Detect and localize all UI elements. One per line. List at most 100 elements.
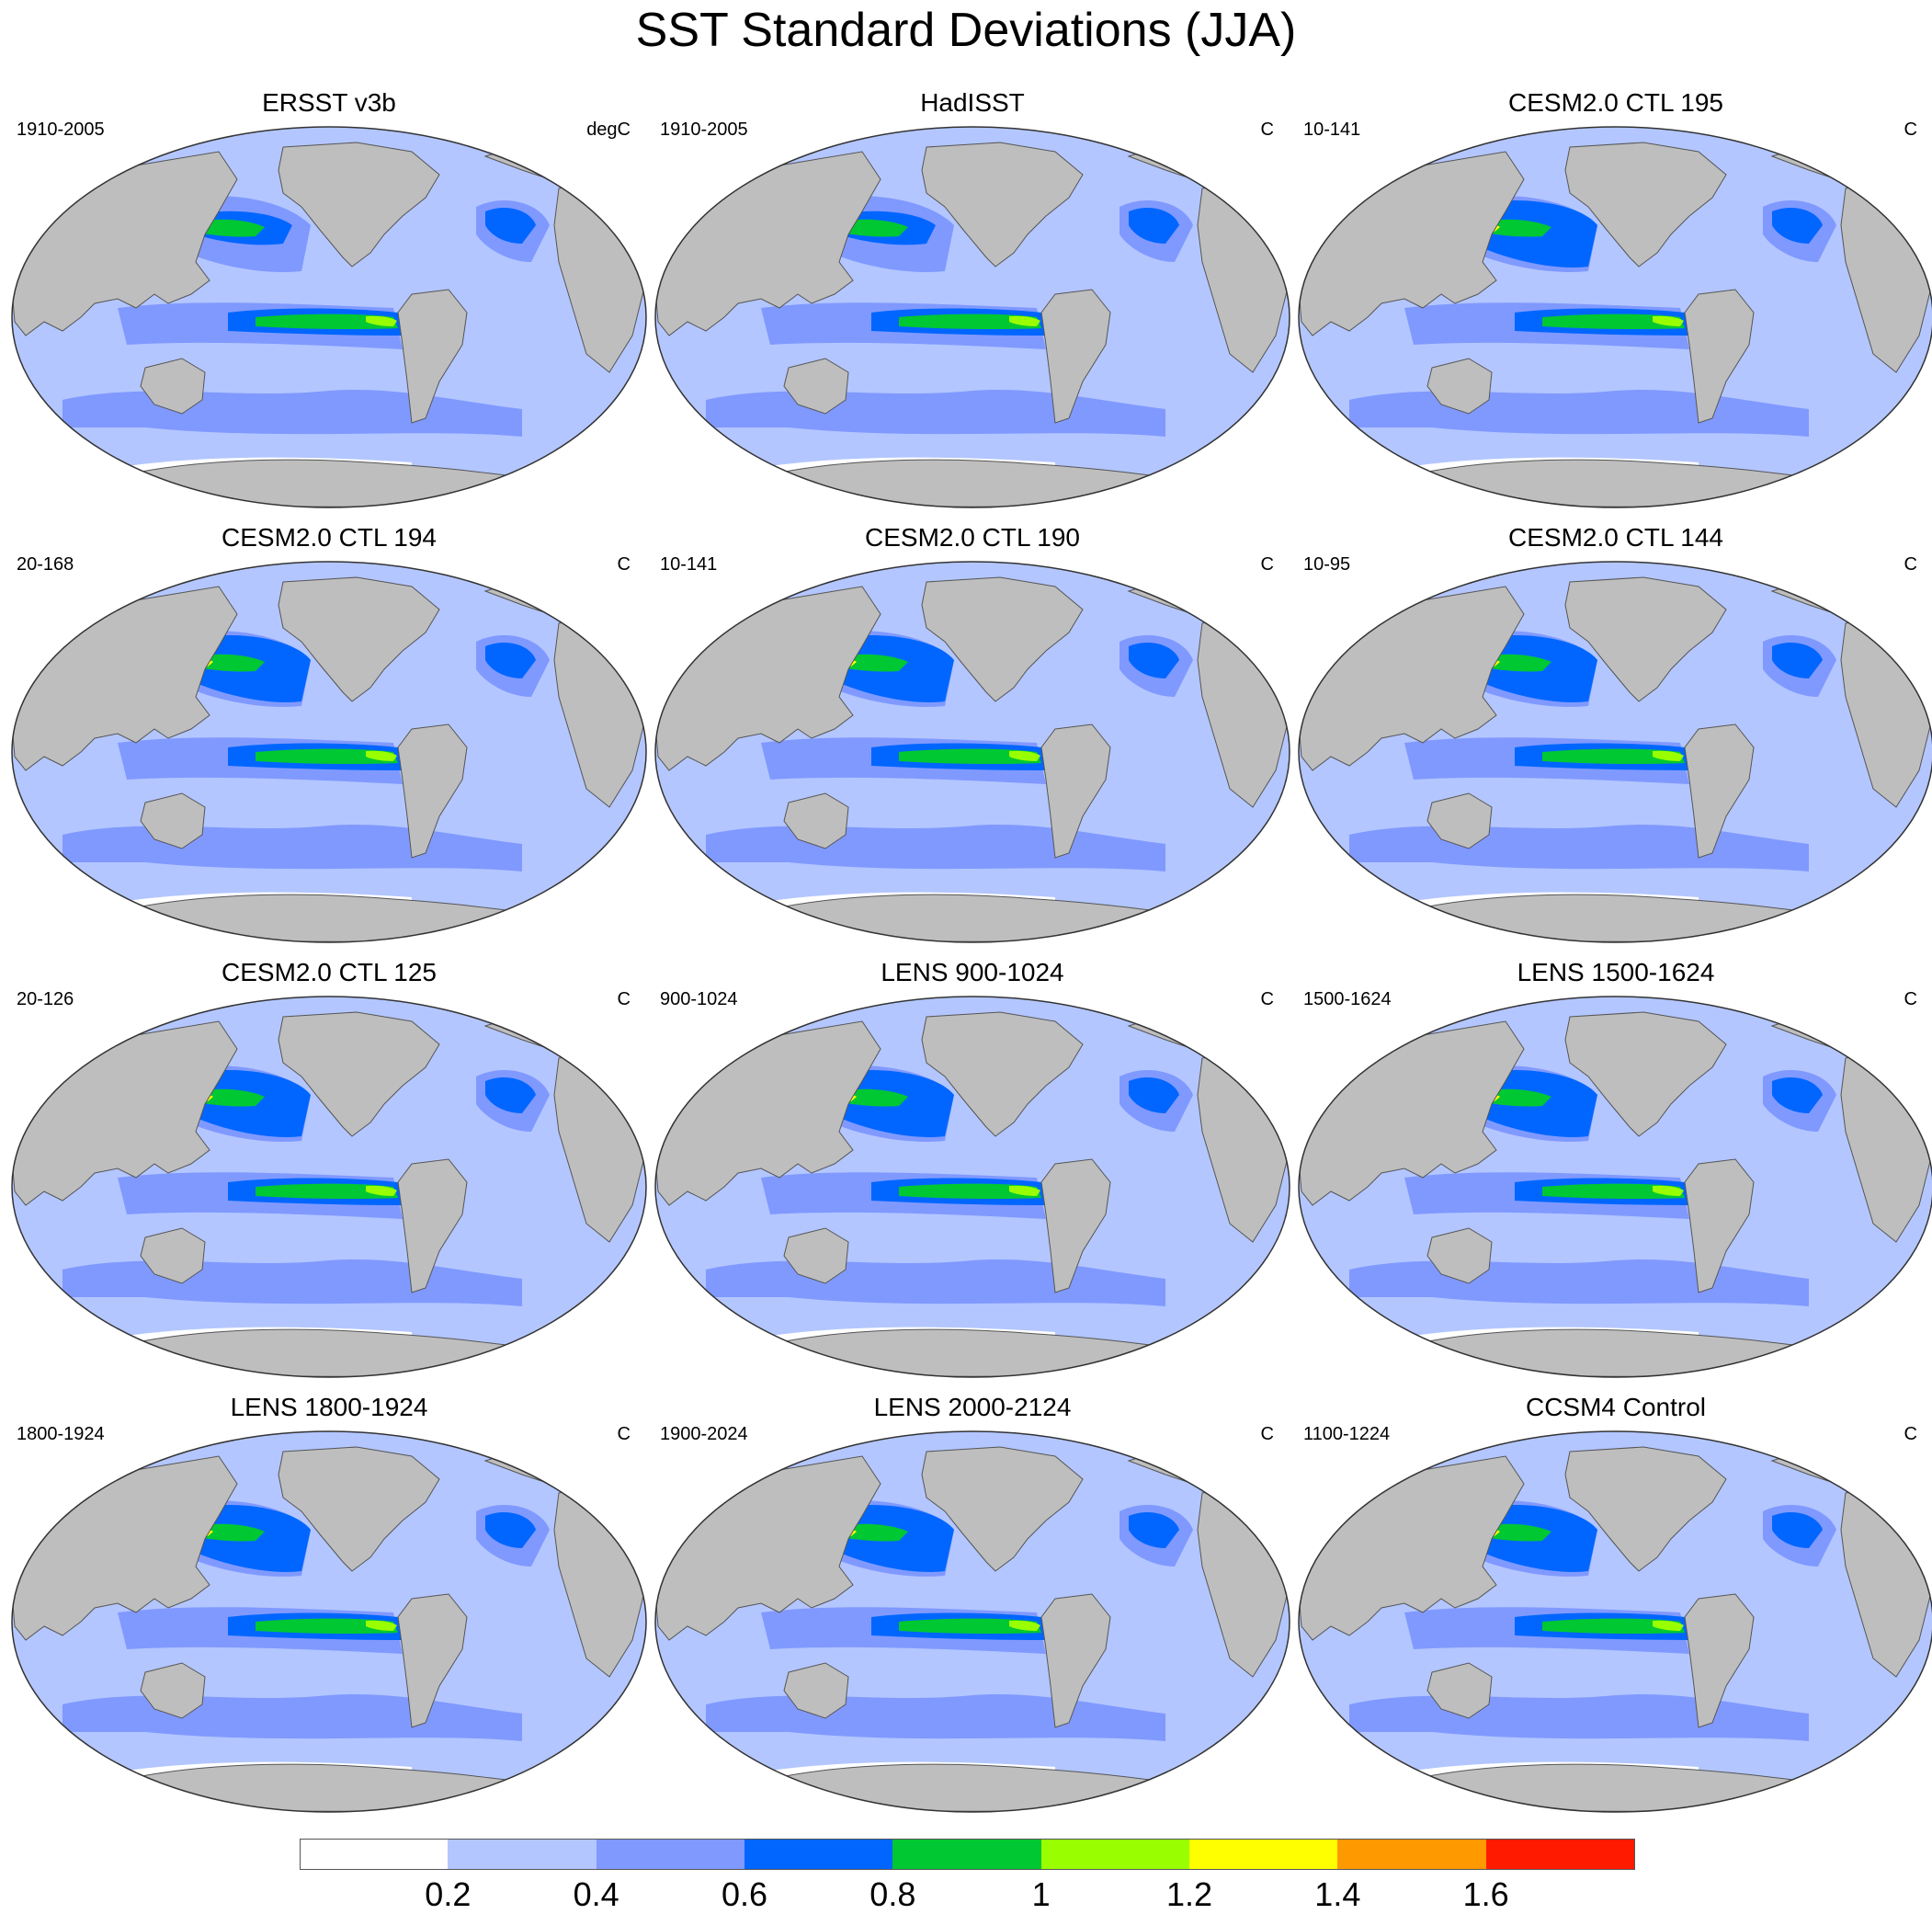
- atlantic-core: [485, 1077, 536, 1113]
- panel-units: C: [617, 989, 631, 1009]
- panel-period: 1910-2005: [17, 120, 105, 140]
- colorbar-tick-label: 0.2: [425, 1875, 472, 1913]
- map-border: [11, 561, 647, 943]
- panel-period: 1100-1224: [1303, 1424, 1391, 1444]
- panel-units: degC: [586, 120, 631, 140]
- map-border: [1298, 996, 1932, 1378]
- panel-title: CESM2.0 CTL 125: [222, 958, 437, 986]
- panel-units: C: [1260, 1424, 1274, 1444]
- enso-green: [1542, 1183, 1685, 1200]
- panel-units: C: [617, 1424, 631, 1444]
- atlantic-core: [1129, 1077, 1179, 1113]
- atlantic-core: [485, 1511, 536, 1548]
- map-panel: CESM2.0 CTL 125 20-126 C: [7, 957, 651, 1389]
- panel-title: ERSST v3b: [262, 88, 396, 117]
- enso-lime: [1653, 1620, 1684, 1631]
- colorbar-tick-label: 1.6: [1462, 1875, 1509, 1913]
- panel-title: LENS 1800-1924: [230, 1393, 428, 1421]
- colorbar-swatch: [1040, 1839, 1190, 1870]
- map-border: [654, 126, 1290, 508]
- panel-period: 900-1024: [660, 989, 738, 1009]
- panel-period: 20-126: [17, 989, 74, 1009]
- map-panel: CESM2.0 CTL 144 10-95 C: [1294, 522, 1932, 954]
- enso-lime: [1009, 315, 1040, 326]
- colorbar-swatch: [744, 1839, 894, 1870]
- panel-units: C: [1260, 989, 1274, 1009]
- panel-title: LENS 2000-2124: [873, 1393, 1072, 1421]
- enso-lime: [1009, 1620, 1040, 1631]
- map-panel: CESM2.0 CTL 194 20-168 C: [7, 522, 651, 954]
- map-panel: ERSST v3b 1910-2005 degC: [7, 87, 651, 519]
- map-border: [1298, 1430, 1932, 1813]
- map-border: [654, 1430, 1290, 1813]
- sst-map: [1298, 561, 1932, 943]
- panel-period: 10-141: [1303, 120, 1361, 140]
- map-border: [11, 126, 647, 508]
- enso-green: [1542, 748, 1685, 765]
- colorbar-tick-label: 0.8: [869, 1875, 916, 1913]
- panel-period: 10-95: [1303, 554, 1351, 575]
- colorbar-swatch: [1189, 1839, 1339, 1870]
- panel-title: CESM2.0 CTL 144: [1508, 523, 1723, 552]
- panel-period: 20-168: [17, 554, 74, 575]
- panel-period: 1500-1624: [1303, 989, 1392, 1009]
- enso-lime: [366, 1620, 397, 1631]
- enso-green: [1542, 313, 1685, 330]
- atlantic-core: [1772, 1077, 1823, 1113]
- map-border: [654, 996, 1290, 1378]
- sst-map: [11, 996, 647, 1378]
- map-panel: LENS 2000-2124 1900-2024 C: [651, 1392, 1294, 1824]
- enso-green: [256, 1618, 398, 1635]
- panel-period: 10-141: [660, 554, 718, 575]
- panel-units: C: [1260, 554, 1274, 575]
- sst-map: [11, 1430, 647, 1813]
- panel-units: C: [1260, 120, 1274, 140]
- colorbar-swatch: [1485, 1839, 1635, 1870]
- colorbar-tick-label: 0.4: [573, 1875, 619, 1913]
- colorbar-swatch: [300, 1839, 449, 1870]
- colorbar-swatch: [1337, 1839, 1487, 1870]
- sst-map: [654, 561, 1290, 943]
- panel-period: 1800-1924: [17, 1424, 105, 1444]
- enso-green: [256, 748, 398, 765]
- colorbar-swatch: [448, 1839, 597, 1870]
- enso-green: [899, 313, 1041, 330]
- panel-units: C: [1904, 989, 1917, 1009]
- sst-map: [654, 126, 1290, 508]
- enso-lime: [366, 750, 397, 761]
- atlantic-core: [1772, 207, 1823, 244]
- atlantic-core: [485, 207, 536, 244]
- map-panel: CCSM4 Control 1100-1224 C: [1294, 1392, 1932, 1824]
- panel-units: C: [1904, 554, 1917, 575]
- map-border: [11, 996, 647, 1378]
- enso-green: [899, 1618, 1041, 1635]
- map-panel: CESM2.0 CTL 190 10-141 C: [651, 522, 1294, 954]
- map-panel: HadISST 1910-2005 C: [651, 87, 1294, 519]
- map-border: [654, 561, 1290, 943]
- enso-green: [899, 1183, 1041, 1200]
- colorbar: [300, 1839, 1635, 1872]
- enso-green: [256, 1183, 398, 1200]
- panel-title: HadISST: [920, 88, 1025, 117]
- enso-lime: [366, 1185, 397, 1196]
- enso-lime: [1009, 1185, 1040, 1196]
- colorbar-tick-label: 1: [1031, 1875, 1051, 1913]
- atlantic-core: [1129, 1511, 1179, 1548]
- enso-green: [899, 748, 1041, 765]
- sst-map: [1298, 1430, 1932, 1813]
- map-panel: CESM2.0 CTL 195 10-141 C: [1294, 87, 1932, 519]
- colorbar-tick-label: 0.6: [721, 1875, 768, 1913]
- colorbar-tick-label: 1.4: [1314, 1875, 1361, 1913]
- panel-title: LENS 900-1024: [881, 958, 1064, 986]
- sst-map: [1298, 126, 1932, 508]
- enso-lime: [1009, 750, 1040, 761]
- enso-green: [1542, 1618, 1685, 1635]
- sst-map: [654, 1430, 1290, 1813]
- atlantic-core: [1129, 207, 1179, 244]
- panel-units: C: [617, 554, 631, 575]
- panel-title: CCSM4 Control: [1525, 1393, 1707, 1421]
- map-border: [1298, 126, 1932, 508]
- sst-map: [11, 561, 647, 943]
- atlantic-core: [1772, 1511, 1823, 1548]
- panel-title: CESM2.0 CTL 195: [1508, 88, 1723, 117]
